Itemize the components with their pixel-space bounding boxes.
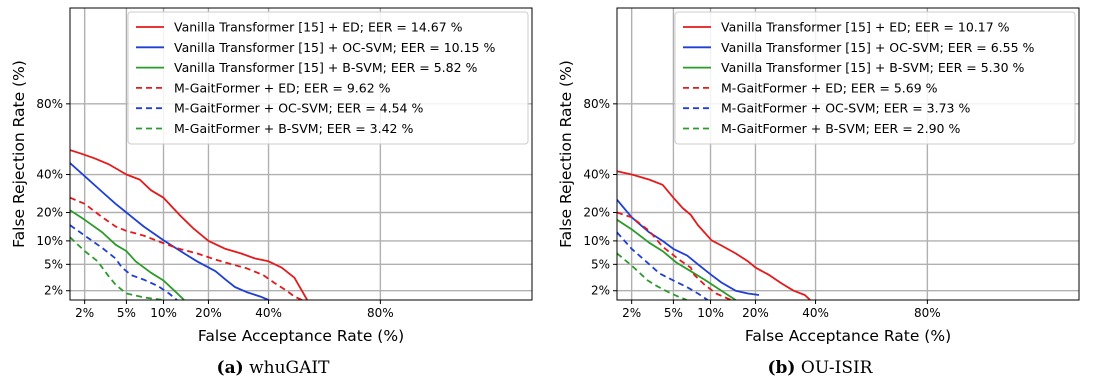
det-chart-b: 2% 5% 10% 20% 40% 80% 2% 5% 10% 20% 40% 80% False Ac…	[557, 7, 1080, 345]
y-tick-label: 10%	[36, 234, 63, 248]
legend-box	[674, 11, 1076, 145]
legend-label-1: Vanilla Transformer [15] + ED; EER = 14.…	[174, 20, 463, 35]
y-axis-label: False Rejection Rate (%)	[557, 60, 575, 248]
caption-b-label: (b)	[767, 358, 796, 378]
y-tick-label: 10%	[583, 234, 610, 248]
x-tick-label: 2%	[75, 306, 94, 320]
x-tick-label: 5%	[117, 306, 136, 320]
det-chart-a: 2% 5% 10% 20% 40% 80% 2% 5% 10% 20% 40% 80% False Ac…	[10, 7, 533, 345]
y-tick-label: 80%	[583, 97, 610, 111]
figure-a: 2% 5% 10% 20% 40% 80% 2% 5% 10% 20% 40% 80% False Ac…	[0, 0, 546, 389]
caption-a: (a) whuGAIT	[0, 358, 546, 378]
y-tick-label: 2%	[591, 284, 610, 298]
y-tick-label: 80%	[36, 97, 63, 111]
x-tick-label: 40%	[255, 306, 282, 320]
legend-label-5: M-GaitFormer + OC-SVM; EER = 4.54 %	[174, 101, 423, 116]
legend-box	[127, 11, 529, 145]
series-line-1	[70, 149, 308, 300]
series-group	[70, 149, 308, 300]
plot-frame	[616, 7, 1080, 301]
series-line-6	[70, 236, 164, 300]
x-tick-label: 5%	[664, 306, 683, 320]
series-line-1	[617, 170, 811, 300]
series-group	[617, 170, 811, 300]
x-axis-label: False Acceptance Rate (%)	[198, 327, 404, 345]
x-tick-label: 80%	[914, 306, 941, 320]
plot-frame	[69, 7, 533, 301]
x-tick-label: 2%	[622, 306, 641, 320]
series-line-2	[617, 199, 760, 296]
x-tick-label: 80%	[367, 306, 394, 320]
legend: Vanilla Transformer [15] + ED; EER = 10.…	[674, 11, 1076, 145]
x-tick-label: 20%	[742, 306, 769, 320]
y-tick-label: 5%	[591, 257, 610, 271]
y-axis-label: False Rejection Rate (%)	[10, 60, 28, 248]
y-tick-label: 40%	[583, 168, 610, 182]
caption-a-text: whuGAIT	[249, 358, 330, 378]
legend-label-3: Vanilla Transformer [15] + B-SVM; EER = …	[721, 60, 1025, 75]
y-tick-label: 2%	[44, 284, 63, 298]
series-line-5	[617, 231, 709, 300]
legend-label-2: Vanilla Transformer [15] + OC-SVM; EER =…	[174, 40, 495, 55]
series-line-4	[617, 211, 732, 300]
figure-b: 2% 5% 10% 20% 40% 80% 2% 5% 10% 20% 40% 80% False Ac…	[547, 0, 1093, 389]
legend-label-6: M-GaitFormer + B-SVM; EER = 2.90 %	[721, 121, 960, 136]
series-line-4	[70, 196, 303, 300]
legend: Vanilla Transformer [15] + ED; EER = 14.…	[127, 11, 529, 145]
series-line-5	[70, 224, 178, 300]
y-tick-label: 5%	[44, 257, 63, 271]
x-tick-label: 40%	[802, 306, 829, 320]
legend-label-2: Vanilla Transformer [15] + OC-SVM; EER =…	[721, 40, 1035, 55]
x-tick-label: 10%	[150, 306, 177, 320]
x-tick-label: 10%	[697, 306, 724, 320]
x-tick-label: 20%	[195, 306, 222, 320]
series-line-3	[70, 209, 185, 300]
legend-label-1: Vanilla Transformer [15] + ED; EER = 10.…	[721, 20, 1010, 35]
caption-a-label: (a)	[216, 358, 244, 378]
caption-b: (b) OU-ISIR	[547, 358, 1093, 378]
y-tick-label: 40%	[36, 168, 63, 182]
series-line-3	[617, 219, 737, 300]
legend-label-6: M-GaitFormer + B-SVM; EER = 3.42 %	[174, 121, 413, 136]
y-tick-label: 20%	[583, 205, 610, 219]
legend-label-3: Vanilla Transformer [15] + B-SVM; EER = …	[174, 60, 478, 75]
series-line-2	[70, 162, 269, 300]
series-line-6	[617, 252, 688, 300]
x-axis-label: False Acceptance Rate (%)	[745, 327, 951, 345]
y-tick-label: 20%	[36, 205, 63, 219]
legend-label-4: M-GaitFormer + ED; EER = 9.62 %	[174, 80, 391, 95]
legend-label-4: M-GaitFormer + ED; EER = 5.69 %	[721, 80, 938, 95]
legend-label-5: M-GaitFormer + OC-SVM; EER = 3.73 %	[721, 101, 970, 116]
caption-b-text: OU-ISIR	[800, 358, 873, 378]
